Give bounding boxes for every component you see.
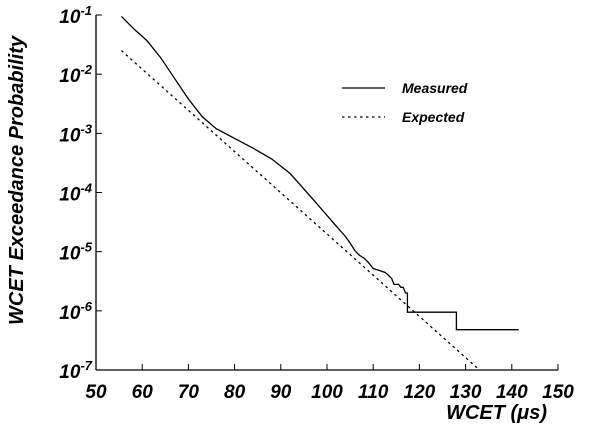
series-line-expected — [120, 50, 480, 371]
y-tick-label: 10-7 — [59, 358, 92, 383]
legend: Measured Expected — [342, 80, 468, 125]
x-axis-title: WCET (μs) — [446, 402, 547, 424]
y-tick-label: 10-3 — [59, 121, 92, 146]
x-tick-label: 140 — [496, 382, 528, 403]
x-tick-label: 100 — [311, 382, 343, 403]
x-tick-label: 70 — [178, 382, 200, 403]
y-axis-title: WCET Exceedance Probability — [6, 35, 28, 325]
legend-label-measured: Measured — [402, 80, 468, 96]
x-tick-label: 50 — [85, 382, 107, 403]
x-tick-label: 130 — [450, 382, 482, 403]
y-tick-label: 10-6 — [59, 299, 92, 324]
legend-label-expected: Expected — [402, 109, 465, 125]
x-tick-label: 110 — [358, 382, 389, 403]
x-tick-label: 80 — [224, 382, 246, 403]
ticks: 50 60 70 80 90 100 110 120 130 140 150 10-7 10-6 10-5… — [59, 3, 574, 403]
y-tick-label: 10-2 — [59, 62, 92, 87]
y-tick-label: 10-4 — [59, 181, 92, 206]
y-tick-label: 10-1 — [59, 3, 92, 28]
x-tick-label: 150 — [542, 382, 574, 403]
axes — [95, 15, 558, 371]
x-tick-label: 60 — [132, 382, 154, 403]
series-line-measured — [120, 15, 519, 331]
y-tick-label: 10-5 — [59, 240, 92, 265]
series-group — [120, 15, 519, 371]
x-tick-label: 120 — [404, 382, 436, 403]
x-tick-label: 90 — [270, 382, 292, 403]
